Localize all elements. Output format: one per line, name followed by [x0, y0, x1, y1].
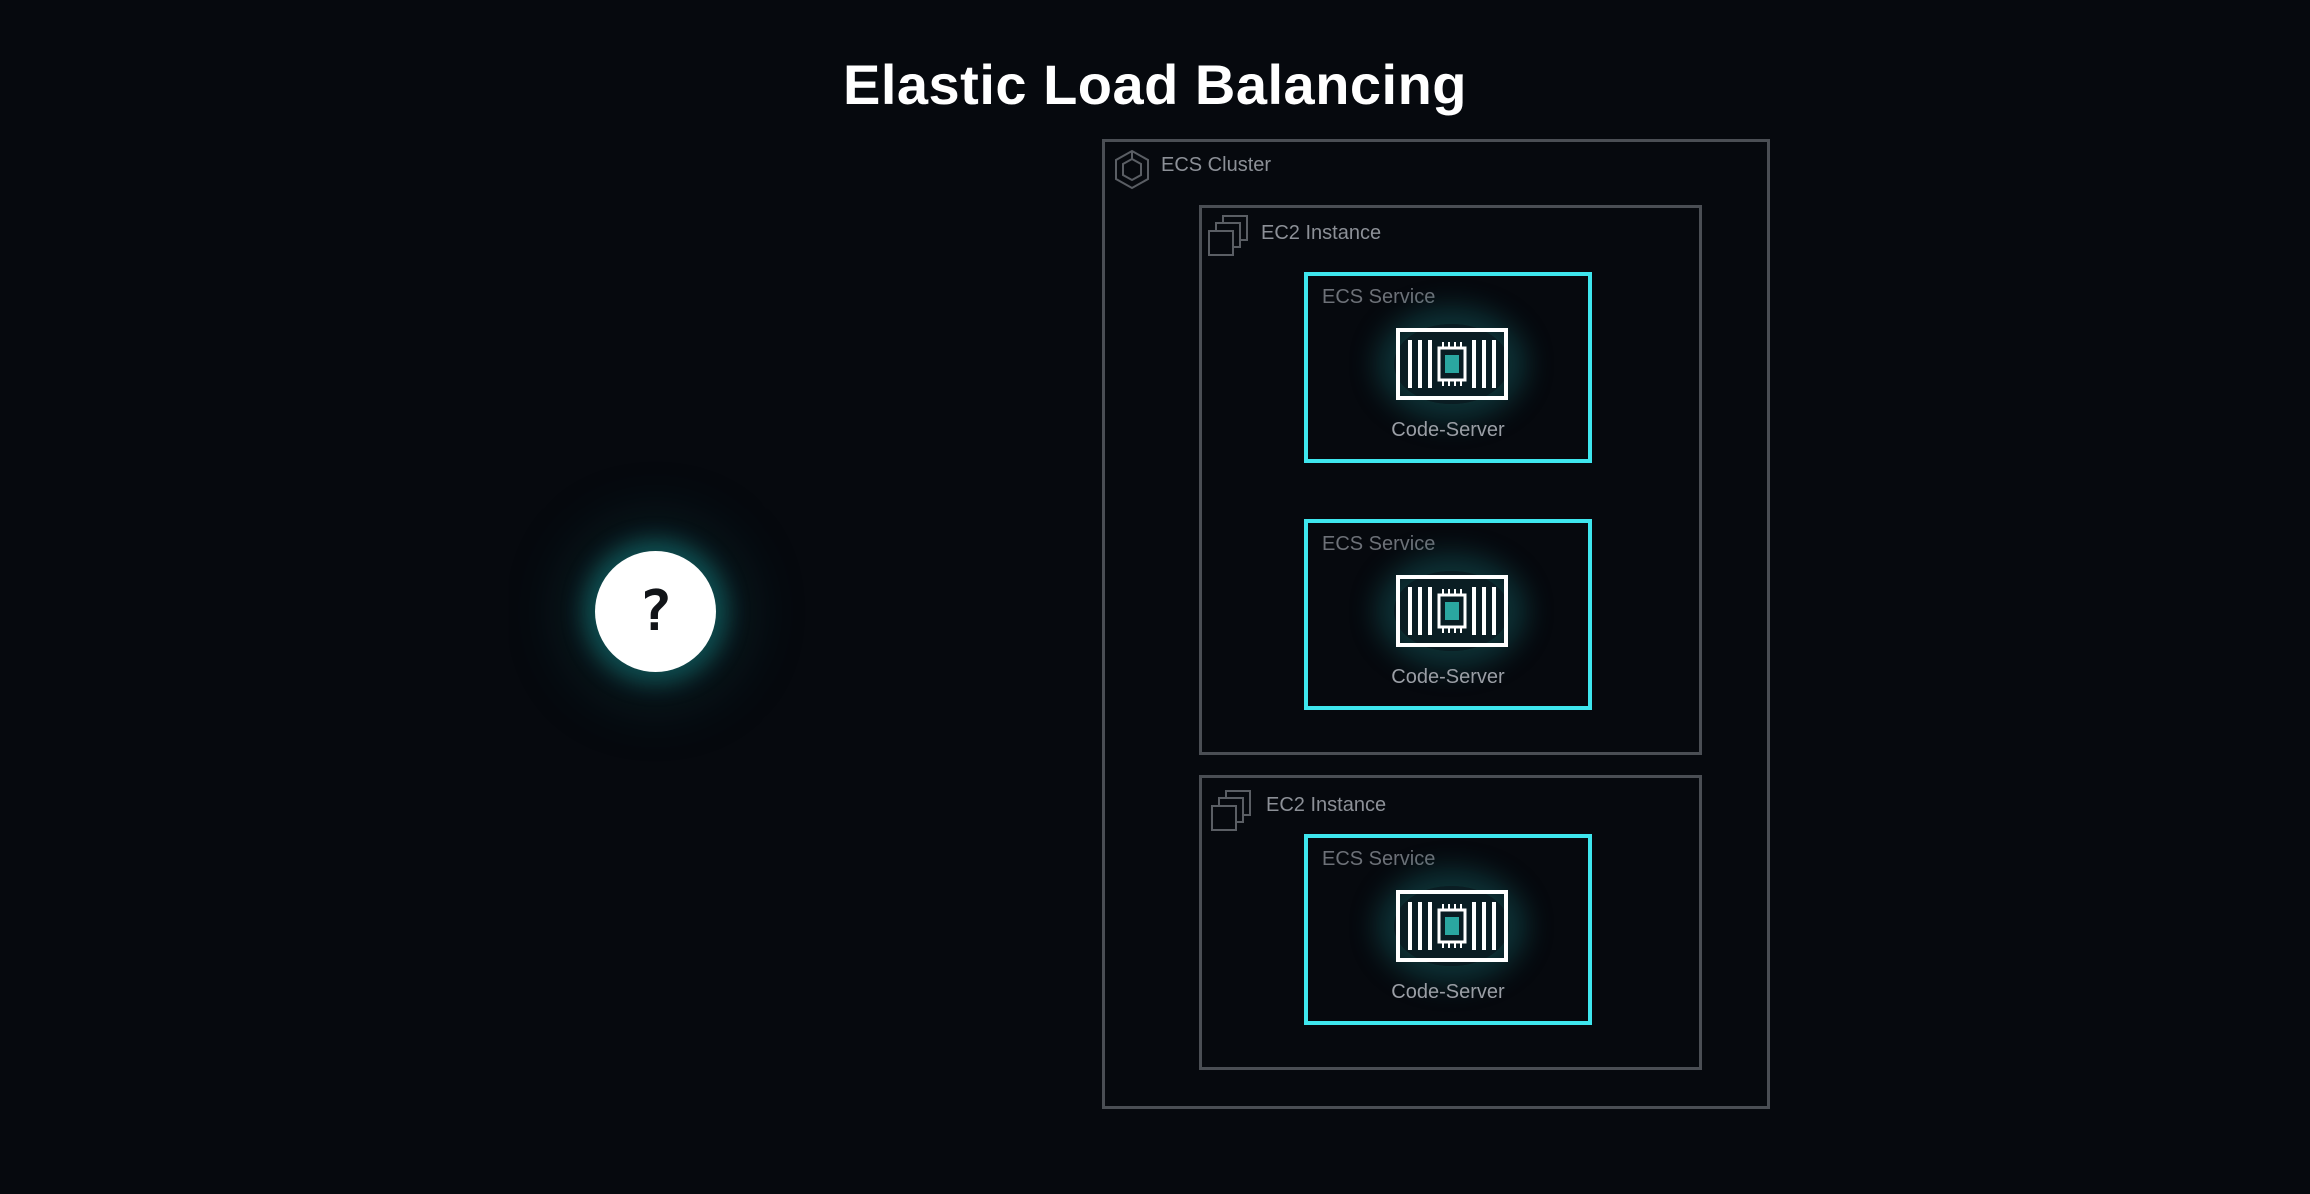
ecs-service-box[interactable]: ECS Service Code-Server [1304, 519, 1592, 710]
ecs-cluster-label: ECS Cluster [1161, 154, 1272, 176]
ec2-instance-label: EC2 Instance [1261, 222, 1382, 244]
service-name: Code-Server [1391, 981, 1505, 1003]
ec2-instance-icon [1208, 215, 1248, 256]
question-mark-icon: ? [638, 579, 673, 644]
ecs-service-label: ECS Service [1322, 533, 1436, 555]
ecs-cluster-group[interactable]: ECS Cluster [1102, 139, 1770, 1109]
diagram-title: Elastic Load Balancing [842, 53, 1468, 116]
ec2-instance-group-1[interactable]: EC2 Instance [1199, 205, 1702, 755]
ecs-service-box[interactable]: ECS Service Code-Server [1304, 272, 1592, 463]
service-name: Code-Server [1391, 666, 1505, 688]
ec2-instance-icon [1211, 790, 1251, 831]
ecs-service-label: ECS Service [1322, 848, 1436, 870]
container-task-icon [1394, 571, 1509, 651]
unknown-client-node[interactable]: ? [595, 551, 716, 672]
ecs-service-label: ECS Service [1322, 286, 1436, 308]
ecs-service-box[interactable]: ECS Service Code-Server [1304, 834, 1592, 1025]
ec2-instance-label: EC2 Instance [1266, 794, 1387, 816]
ec2-instance-group-2[interactable]: EC2 Instance [1199, 775, 1702, 1070]
ecs-cluster-icon [1115, 149, 1149, 190]
container-task-icon [1394, 886, 1509, 966]
service-name: Code-Server [1391, 419, 1505, 441]
container-task-icon [1394, 324, 1509, 404]
